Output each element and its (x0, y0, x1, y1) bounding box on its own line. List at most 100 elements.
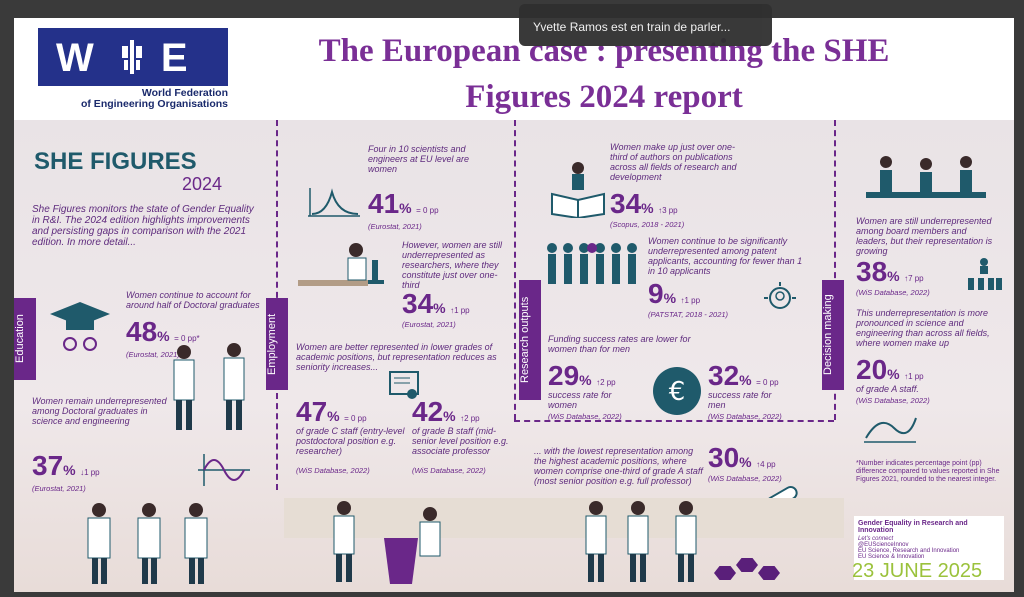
res6-text: ... with the lowest representation among… (534, 446, 703, 486)
res4-delta: ↑2 pp (596, 378, 616, 387)
dec2-source: (WiS Database, 2022) (856, 396, 930, 405)
res5-delta: = 0 pp (756, 378, 779, 387)
res5-source: (WiS Database, 2022) (708, 412, 782, 421)
floor-band (284, 498, 844, 538)
dec1-value: 38 (856, 256, 888, 287)
edu1-value: 48 (126, 316, 158, 347)
emp2-text: However, women are still underrepresente… (402, 240, 503, 290)
emp4-delta: = 0 pp (344, 414, 367, 423)
svg-text:€: € (669, 377, 686, 407)
emp2-unit: % (433, 300, 446, 316)
slide-title: The European case : presenting the SHE F… (234, 28, 974, 120)
logo-letters: W E (56, 36, 216, 80)
emp4-unit: % (327, 408, 340, 424)
dec2-unit: % (887, 366, 900, 382)
res4-unit: % (579, 372, 592, 388)
lightbulb-gear-icon (764, 282, 796, 309)
event-date: 23 JUNE 2025 (852, 560, 983, 582)
res6-unit: % (739, 454, 752, 470)
slide-title-line2: Figures 2024 report (465, 79, 743, 115)
emp5-source: (WiS Database, 2022) (412, 466, 486, 475)
reading-book-illustration (551, 162, 605, 218)
res2-stat: 9% ↑1 pp (648, 278, 700, 310)
speaker-notification: Yvette Ramos est en train de parler... (519, 4, 772, 46)
euro-coin-icon: € (653, 367, 701, 415)
dec1-stat: 38% ↑7 pp (856, 256, 924, 288)
logo-org-line1: World Federation (141, 87, 228, 99)
res4-stat: 29% ↑2 pp (548, 360, 616, 392)
res6-source: (WiS Database, 2022) (708, 474, 782, 483)
she-heading: SHE FIGURES (34, 148, 197, 175)
emp4-value: 47 (296, 396, 328, 427)
emp1-text: Four in 10 scientists and engineers at E… (368, 144, 470, 174)
intro-text: She Figures monitors the state of Gender… (32, 204, 254, 248)
section-education: Education (14, 298, 36, 380)
footer-connect: Let's connect (858, 536, 894, 542)
res2-value: 9 (648, 278, 664, 309)
emp5-stat: 42% ↑2 pp (412, 396, 480, 428)
emp4-stat: 47% = 0 pp (296, 396, 367, 428)
section-employment: Employment (266, 298, 288, 390)
emp5-text: of grade B staff (mid-senior level posit… (412, 426, 509, 456)
res5-stat: 32% = 0 pp (708, 360, 779, 392)
res1-source: (Scopus, 2018 - 2021) (610, 220, 685, 229)
emp2-stat: 34% ↑1 pp (402, 288, 470, 320)
res4-source: (WiS Database, 2022) (548, 412, 622, 421)
edu1-text: Women continue to account for around hal… (126, 290, 260, 310)
res1-unit: % (641, 200, 654, 216)
dec2-text: This underrepresentation is more pronoun… (856, 308, 990, 348)
res5-value: 32 (708, 360, 740, 391)
emp4-source: (WiS Database, 2022) (296, 466, 370, 475)
emp5-value: 42 (412, 396, 444, 427)
emp1-delta: = 0 pp (416, 206, 439, 215)
hex-decoration-2 (736, 558, 758, 572)
board-meeting-illustration (866, 156, 986, 198)
edu1-delta: = 0 pp* (174, 334, 200, 343)
certificate-icon (389, 371, 419, 399)
res1-delta: ↑3 pp (658, 206, 678, 215)
graduates-illustration (87, 503, 208, 584)
footer-title: Gender Equality in Research and Innovati… (858, 520, 968, 534)
emp5-unit: % (443, 408, 456, 424)
slide: W E World Federation of Engineering Orga… (14, 18, 1014, 592)
hex-decoration-3 (758, 566, 780, 580)
graduation-cap-icon (50, 302, 110, 351)
logo-org-line2: of Engineering Organisations (80, 98, 228, 110)
dec1-text: Women are still underrepresented among b… (856, 216, 993, 256)
dec1-source: (WiS Database, 2022) (856, 288, 930, 297)
crowd-illustration (547, 243, 637, 284)
she-year: 2024 (182, 174, 223, 194)
edu2-delta: ↓1 pp (80, 468, 100, 477)
divider-4 (514, 420, 834, 422)
res1-stat: 34% ↑3 pp (610, 188, 678, 220)
dec1-delta: ↑7 pp (904, 274, 924, 283)
logo-org-name: World Federation of Engineering Organisa… (78, 88, 228, 110)
wfeo-logo: W E World Federation of Engineering Orga… (38, 28, 228, 110)
footer-link-1[interactable]: @EUScienceInnov (858, 542, 909, 548)
she-figures-infographic: SHE FIGURES 2024 She Figures monitors th… (14, 120, 1014, 592)
res6-value: 30 (708, 442, 740, 473)
edu1-stat: 48% = 0 pp* (126, 316, 200, 348)
dec2-delta: ↑1 pp (904, 372, 924, 381)
emp1-unit: % (399, 200, 412, 216)
section-research: Research outputs (519, 280, 541, 400)
footer-link-2[interactable]: EU Science, Research and Innovation (858, 548, 960, 554)
team-illustration (585, 501, 697, 582)
dec2-value: 20 (856, 354, 888, 385)
footer-link-3[interactable]: EU Science & Innovation (858, 554, 925, 560)
trend-chart-icon (864, 417, 917, 443)
researchers-illustration (173, 343, 245, 430)
emp1-stat: 41% = 0 pp (368, 188, 439, 220)
res2-text: Women continue to be significantly under… (648, 236, 803, 276)
bell-curve-icon (308, 188, 360, 217)
res6-delta: ↑4 pp (756, 460, 776, 469)
footnote: *Number indicates percentage point (pp) … (856, 460, 1000, 483)
divider-2 (514, 120, 516, 420)
res4-text: success rate for women (548, 390, 612, 410)
emp3-text: Women are better represented in lower gr… (296, 342, 497, 372)
emp2-delta: ↑1 pp (450, 306, 470, 315)
edu2-source: (Eurostat, 2021) (32, 484, 86, 493)
emp5-delta: ↑2 pp (460, 414, 480, 423)
res1-text: Women make up just over one-third of aut… (610, 142, 737, 182)
edu2-value: 37 (32, 450, 64, 481)
